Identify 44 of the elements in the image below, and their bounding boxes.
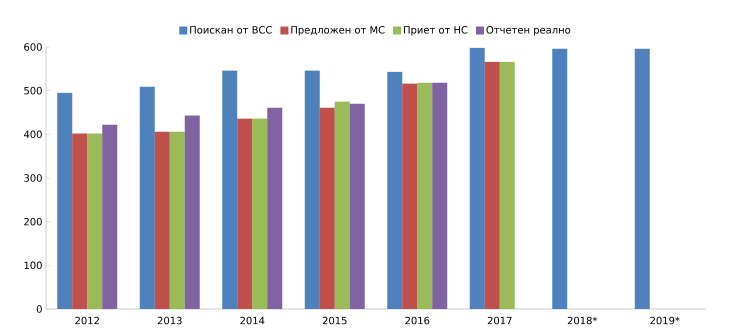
x-tick-label: 2013 — [158, 316, 182, 324]
y-tick-label: 400 — [24, 130, 42, 138]
bar — [417, 82, 432, 309]
bar — [154, 132, 170, 309]
bar — [170, 132, 185, 309]
bar — [402, 84, 418, 309]
bar — [252, 118, 268, 309]
bar — [72, 133, 88, 309]
bar — [432, 82, 448, 309]
y-tick-label: 500 — [24, 86, 42, 94]
bar — [102, 124, 118, 309]
legend-label: Предложен от МС — [291, 26, 385, 36]
y-tick-label: 0 — [36, 305, 42, 313]
bar — [470, 48, 485, 309]
bar — [387, 72, 402, 309]
bar — [304, 70, 320, 309]
x-tick-label: 2014 — [240, 316, 264, 324]
bar — [184, 116, 200, 309]
bar — [57, 92, 72, 309]
x-tick-label: 2017 — [488, 316, 512, 324]
y-tick-label: 100 — [24, 262, 42, 270]
x-tick-label: 2019* — [650, 316, 680, 324]
bar — [140, 86, 155, 309]
legend-label: Поискан от ВСС — [190, 26, 272, 34]
legend-label: Приет от НС — [404, 26, 468, 36]
bar — [87, 133, 102, 309]
y-tick-label: 200 — [24, 218, 42, 226]
bar — [500, 62, 515, 309]
bar — [267, 108, 282, 309]
x-tick-label: 2016 — [405, 316, 430, 324]
legend-label: Отчетен реално — [486, 26, 570, 36]
x-tick-label: 2018* — [568, 316, 598, 324]
x-tick-label: 2012 — [75, 316, 99, 324]
bar — [237, 118, 252, 309]
bar — [350, 104, 365, 309]
bar — [334, 102, 350, 309]
bar — [634, 48, 650, 309]
bar — [552, 48, 568, 309]
y-tick-label: 600 — [24, 43, 42, 51]
x-tick-label: 2015 — [322, 316, 347, 324]
y-tick-label: 300 — [24, 174, 42, 182]
bar — [484, 62, 500, 309]
bar — [320, 108, 335, 309]
bar — [222, 70, 238, 309]
